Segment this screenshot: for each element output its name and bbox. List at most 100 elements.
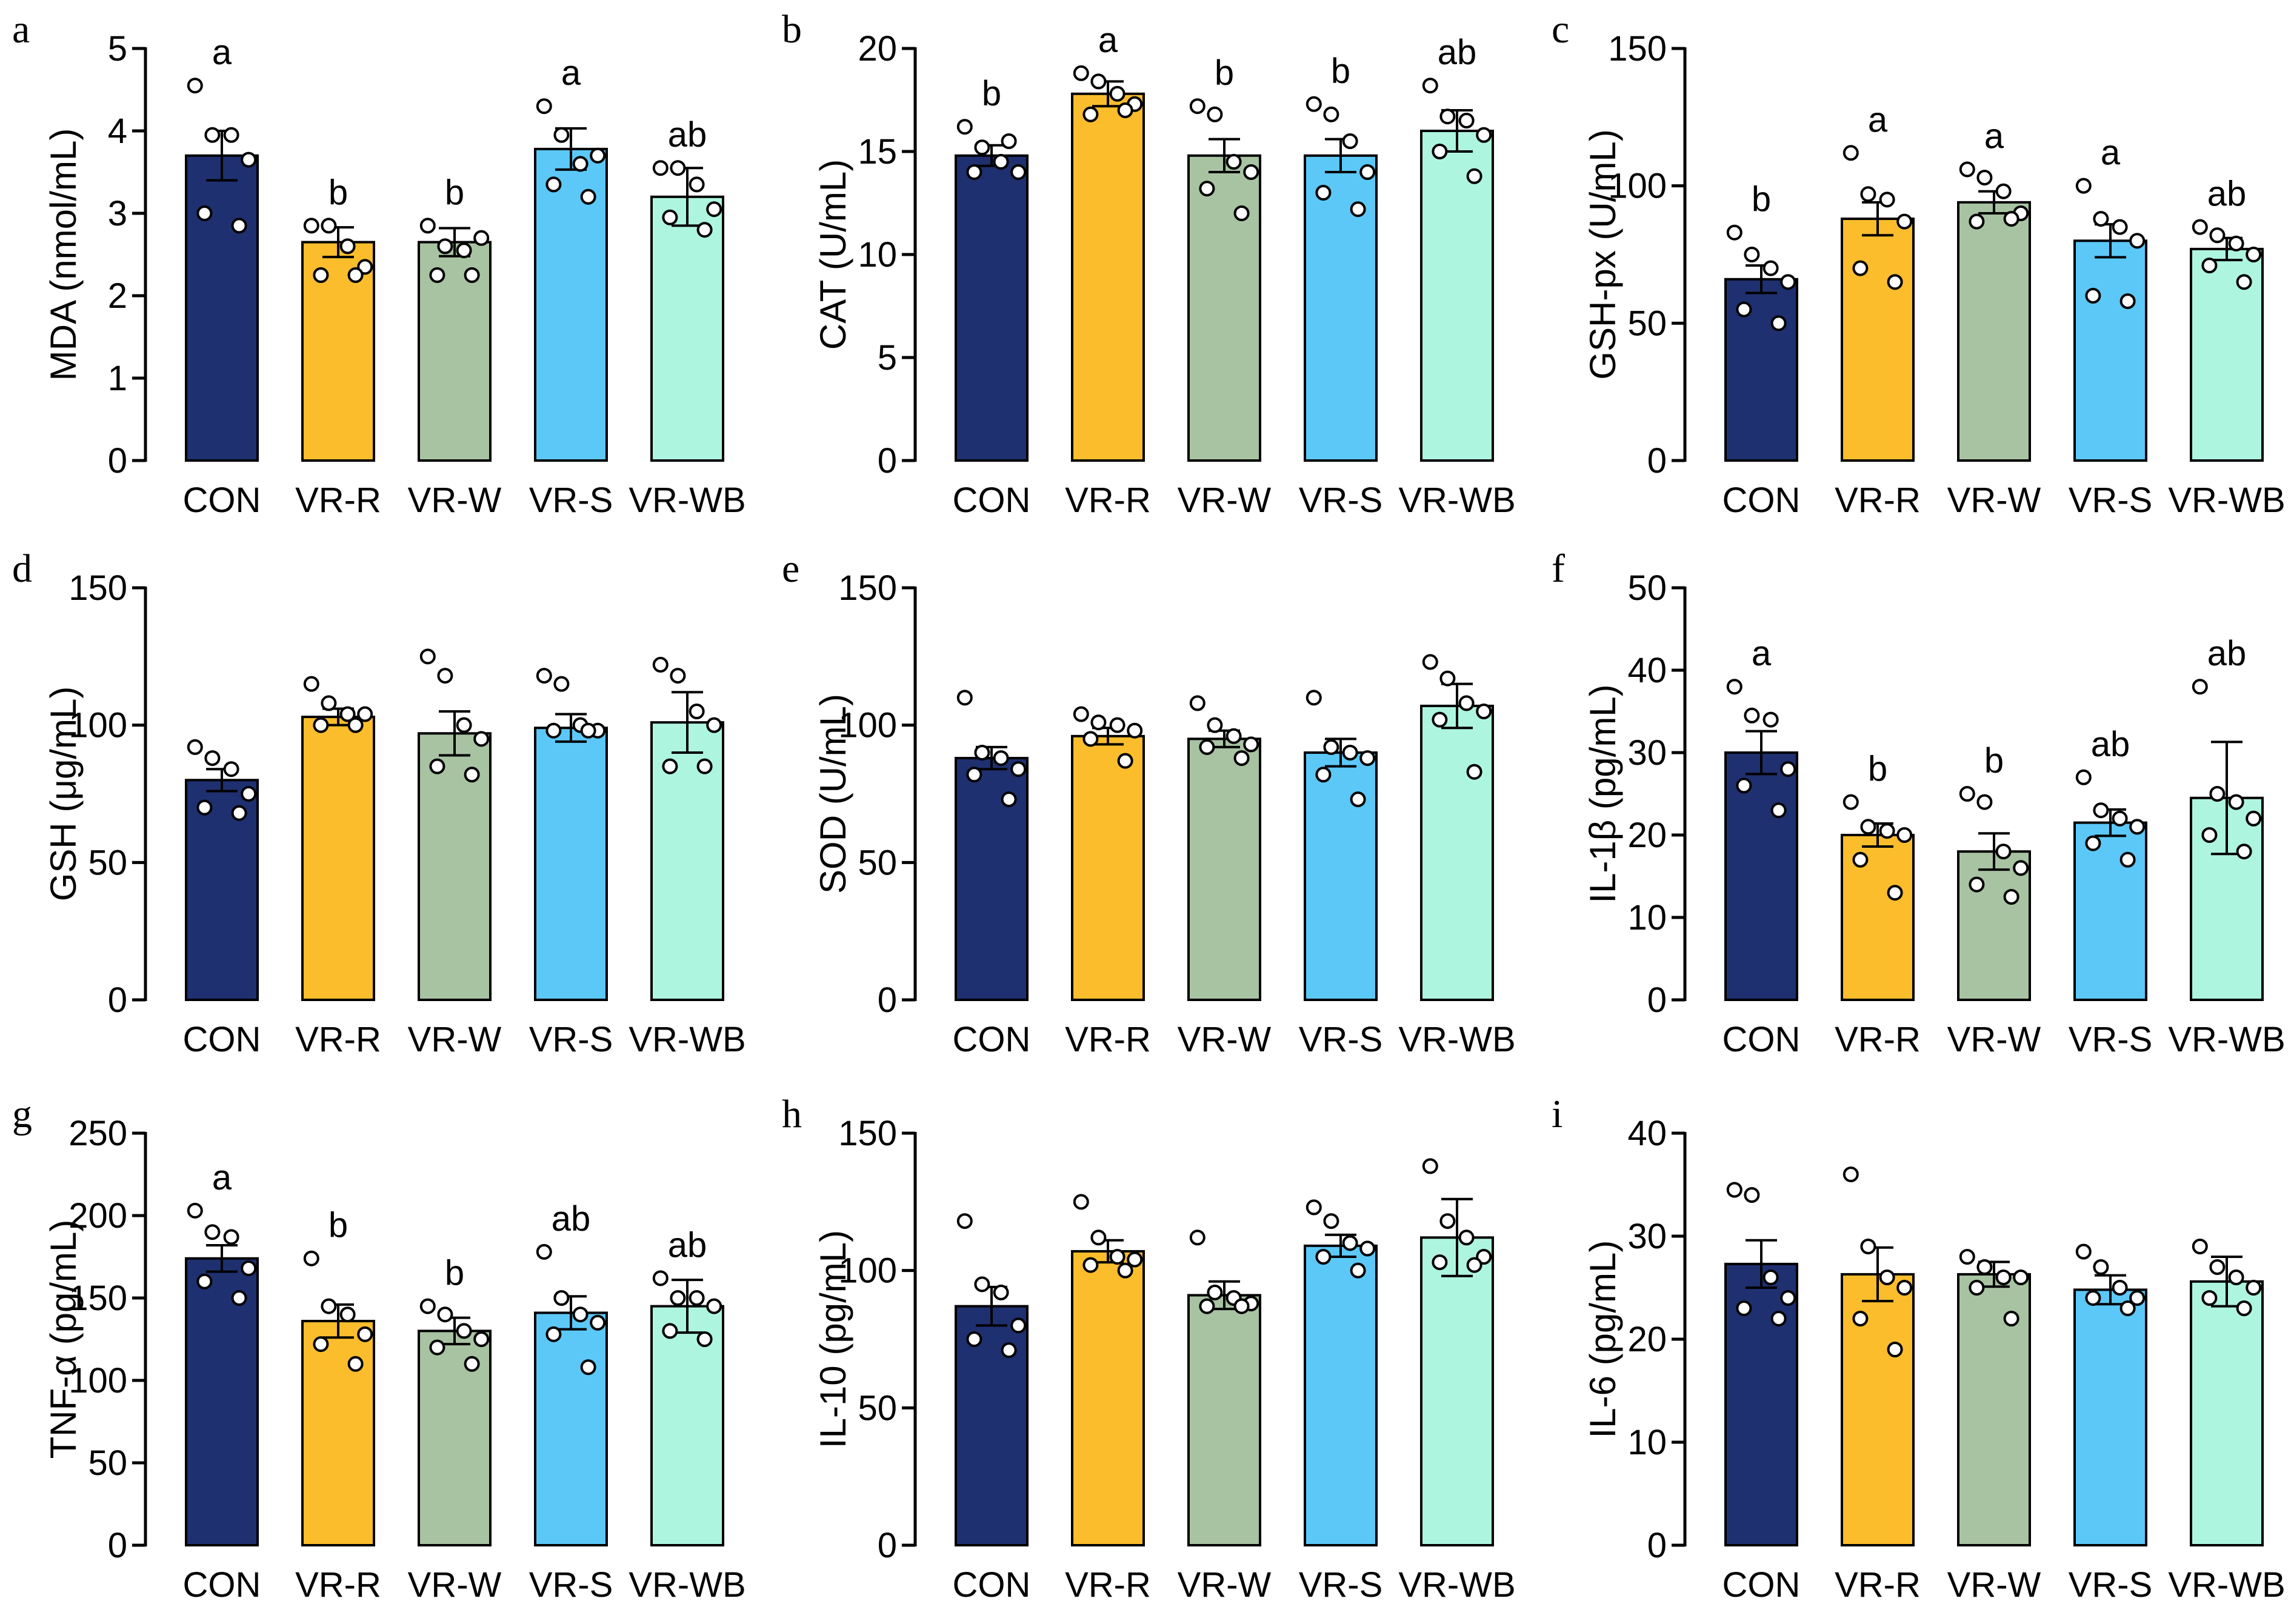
panel-label: e xyxy=(782,547,799,591)
data-point xyxy=(2013,1270,2029,1285)
data-point xyxy=(2119,293,2136,310)
data-point xyxy=(1109,717,1125,733)
data-point xyxy=(1010,1317,1027,1334)
data-point xyxy=(1306,96,1322,112)
data-point xyxy=(536,668,552,684)
y-tick-label: 15 xyxy=(858,132,897,171)
significance-letter: a xyxy=(561,53,581,93)
data-point xyxy=(241,786,257,802)
y-axis-label: GSH (μg/mL) xyxy=(43,687,84,902)
y-tick-label: 20 xyxy=(1627,816,1667,855)
bar-con xyxy=(955,154,1029,462)
data-point xyxy=(231,1290,247,1306)
data-point xyxy=(473,1331,490,1347)
bar-vr-wb xyxy=(650,1305,724,1546)
panel-label: c xyxy=(1552,7,1569,52)
x-tick-label: VR-R xyxy=(295,1565,381,1605)
x-tick-label: VR-S xyxy=(529,1565,613,1605)
y-tick-label: 5 xyxy=(108,29,127,68)
x-tick-label: CON xyxy=(1722,1020,1801,1059)
bar-vr-w xyxy=(1187,737,1261,1001)
bar-con xyxy=(955,1305,1029,1546)
data-point xyxy=(196,1273,213,1290)
data-point xyxy=(1422,1158,1438,1174)
data-point xyxy=(1323,739,1339,755)
significance-letter: a xyxy=(212,1158,232,1197)
data-point xyxy=(429,758,445,774)
significance-letter: ab xyxy=(668,115,707,155)
data-point xyxy=(2192,1239,2208,1254)
data-point xyxy=(1842,145,1859,161)
significance-letter: ab xyxy=(1438,33,1477,72)
data-point xyxy=(313,717,329,733)
data-point xyxy=(1207,106,1223,122)
data-point xyxy=(1887,885,1903,901)
bar-vr-w xyxy=(1187,154,1261,462)
data-point xyxy=(974,139,990,156)
data-point xyxy=(1127,1251,1143,1268)
data-point xyxy=(1306,690,1322,706)
data-point xyxy=(966,1331,982,1347)
y-tick-label: 50 xyxy=(88,1443,127,1483)
data-point xyxy=(1082,106,1099,122)
data-point xyxy=(1736,1300,1752,1316)
data-point xyxy=(1466,168,1482,184)
y-tick-label: 0 xyxy=(878,441,897,481)
data-point xyxy=(706,201,722,218)
data-point xyxy=(545,722,562,739)
data-point xyxy=(1860,819,1876,835)
y-tick-label: 50 xyxy=(858,1388,897,1428)
data-point xyxy=(689,704,705,719)
data-point xyxy=(706,1298,722,1314)
data-point xyxy=(1439,1213,1456,1230)
data-point xyxy=(1726,224,1742,241)
bar-vr-s xyxy=(2073,1288,2147,1546)
bar-vr-s xyxy=(534,727,608,1001)
data-point xyxy=(580,188,596,205)
data-point xyxy=(2075,769,2092,785)
data-point xyxy=(313,1336,329,1353)
x-tick-label: VR-W xyxy=(1947,481,2041,520)
data-point xyxy=(993,1284,1009,1300)
data-point xyxy=(553,676,570,692)
data-point xyxy=(1780,274,1796,290)
panel-label: i xyxy=(1552,1092,1562,1136)
data-point xyxy=(1466,764,1482,780)
data-point xyxy=(1762,711,1779,728)
data-point xyxy=(2075,178,2092,194)
y-tick-label: 20 xyxy=(858,29,897,68)
data-point xyxy=(241,1260,257,1277)
data-point xyxy=(1117,102,1133,118)
data-point xyxy=(1770,315,1787,331)
x-tick-label: VR-WB xyxy=(629,1020,745,1059)
data-point xyxy=(1852,851,1869,868)
panel-label: a xyxy=(12,7,30,52)
y-tick-label: 150 xyxy=(68,568,127,608)
y-tick-label: 0 xyxy=(1647,1526,1667,1565)
data-point xyxy=(1127,722,1143,739)
data-point xyxy=(456,1323,472,1339)
data-point xyxy=(956,1213,973,1230)
panel-label: g xyxy=(12,1092,32,1136)
data-point xyxy=(572,1306,589,1323)
bar-con xyxy=(1724,1262,1798,1546)
data-point xyxy=(2246,247,2262,262)
data-point xyxy=(1306,1199,1322,1216)
data-point xyxy=(572,156,589,172)
bar-vr-r xyxy=(1841,218,1915,462)
data-point xyxy=(974,745,990,760)
data-point xyxy=(473,731,490,747)
y-tick-label: 5 xyxy=(878,338,897,378)
data-point xyxy=(1226,728,1242,744)
data-point xyxy=(1852,260,1869,276)
data-point xyxy=(187,739,203,755)
data-point xyxy=(696,222,713,238)
data-point xyxy=(2075,1243,2092,1260)
significance-letter: ab xyxy=(2091,725,2130,764)
data-point xyxy=(1233,750,1250,767)
x-tick-label: VR-S xyxy=(1299,1020,1383,1059)
x-tick-label: VR-W xyxy=(1178,481,1272,520)
bar-vr-r xyxy=(301,716,375,1001)
data-point xyxy=(1969,213,1985,230)
data-point xyxy=(1109,1249,1125,1265)
